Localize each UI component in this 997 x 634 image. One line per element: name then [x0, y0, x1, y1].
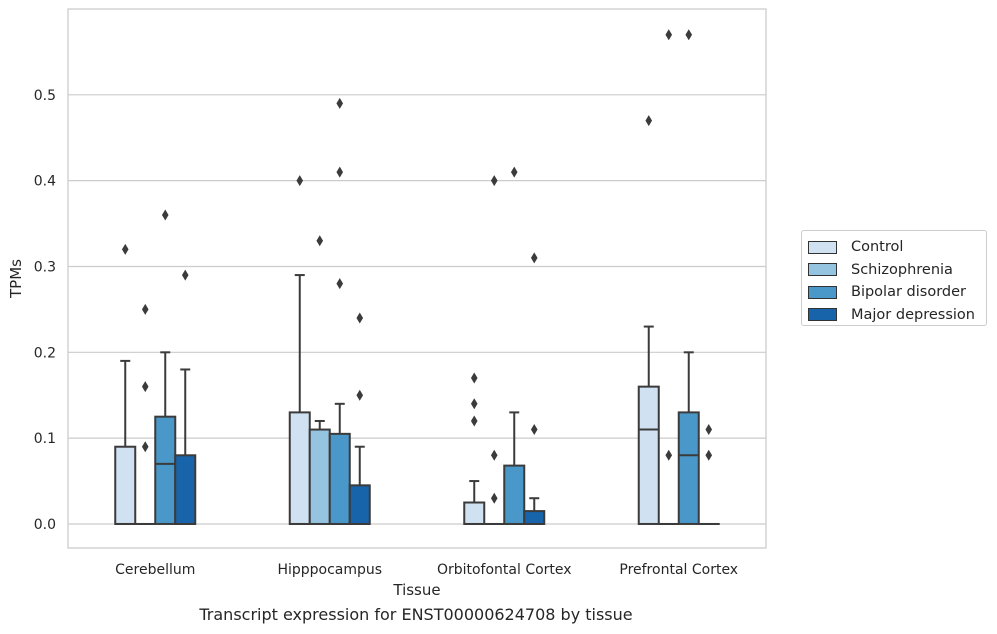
- box-body: [677, 411, 700, 525]
- box-schizophrenia: [483, 175, 506, 525]
- box-major-depression: [697, 424, 720, 525]
- box-body: [503, 464, 526, 525]
- box-major-depression: [174, 269, 197, 525]
- outlier-point: [665, 29, 673, 41]
- y-tick-label: 0.2: [34, 345, 56, 361]
- outlier-point: [336, 166, 344, 178]
- outlier-point: [470, 398, 478, 410]
- box-body: [328, 432, 351, 525]
- box-body: [637, 385, 660, 525]
- box-bipolar-disorder: [677, 29, 700, 525]
- outlier-point: [705, 424, 713, 436]
- legend-item: Major depression: [808, 304, 986, 327]
- outlier-point: [705, 449, 713, 461]
- legend-item: Control: [808, 236, 986, 259]
- legend-label: Schizophrenia: [851, 261, 953, 278]
- box-schizophrenia: [657, 29, 680, 525]
- box-bipolar-disorder: [154, 209, 177, 525]
- outlier-point: [490, 175, 498, 187]
- outlier-point: [161, 209, 169, 221]
- box-major-depression: [348, 312, 371, 525]
- box-bipolar-disorder: [503, 166, 526, 525]
- y-tick-label: 0.0: [34, 517, 56, 533]
- legend-swatch: [808, 240, 837, 254]
- box-body: [288, 411, 311, 525]
- outlier-point: [530, 252, 538, 264]
- box-schizophrenia: [308, 235, 331, 525]
- legend-swatch: [808, 308, 837, 322]
- outlier-point: [685, 29, 693, 41]
- box-major-depression: [523, 252, 546, 525]
- box-bipolar-disorder: [328, 97, 351, 525]
- box-series: [114, 29, 720, 525]
- outlier-point: [665, 449, 673, 461]
- y-tick-label: 0.3: [34, 259, 56, 275]
- box-control: [637, 115, 660, 525]
- box-body: [114, 445, 137, 525]
- legend: Control Schizophrenia Bipolar disorder Majo…: [801, 230, 987, 326]
- outlier-point: [530, 424, 538, 436]
- outlier-point: [356, 312, 364, 324]
- y-tick-label: 0.1: [34, 431, 56, 447]
- outlier-point: [141, 441, 149, 453]
- legend-label: Bipolar disorder: [851, 284, 966, 301]
- outlier-point: [645, 115, 653, 127]
- chart-caption: Transcript expression for ENST0000062470…: [199, 605, 633, 624]
- legend-swatch: [808, 285, 837, 299]
- outlier-point: [181, 269, 189, 281]
- y-tick-label: 0.5: [34, 88, 56, 104]
- x-axis-title: Tissue: [392, 581, 440, 599]
- legend-item: Bipolar disorder: [808, 281, 986, 304]
- outlier-point: [470, 372, 478, 384]
- box-body: [308, 428, 331, 525]
- box-body: [348, 484, 371, 525]
- outlier-point: [336, 97, 344, 109]
- outlier-point: [490, 449, 498, 461]
- outlier-point: [490, 492, 498, 504]
- outlier-point: [141, 303, 149, 315]
- outlier-point: [316, 235, 324, 247]
- outlier-point: [356, 389, 364, 401]
- box-schizophrenia: [134, 303, 157, 525]
- outlier-point: [121, 243, 129, 255]
- box-control: [288, 175, 311, 525]
- box-body: [463, 501, 486, 525]
- outlier-point: [296, 175, 304, 187]
- legend-label: Major depression: [851, 306, 975, 323]
- box-body: [523, 510, 546, 525]
- y-tick-label: 0.4: [34, 174, 56, 190]
- x-tick-label: Prefrontal Cortex: [619, 562, 738, 578]
- x-tick-labels: Cerebellum Hipppocampus Orbitofontal Corte…: [115, 562, 738, 578]
- x-tick-label: Cerebellum: [115, 562, 195, 578]
- y-tick-labels: 0.0 0.1 0.2 0.3 0.4 0.5: [34, 88, 56, 533]
- box-body: [174, 454, 197, 525]
- y-axis-title: TPMs: [7, 259, 25, 299]
- box-control: [463, 372, 486, 525]
- box-body: [154, 415, 177, 525]
- plot-frame: [67, 8, 767, 549]
- legend-swatch: [808, 263, 837, 277]
- box-control: [114, 243, 137, 525]
- outlier-point: [141, 381, 149, 393]
- legend-label: Control: [851, 239, 904, 256]
- outlier-point: [510, 166, 518, 178]
- x-tick-label: Orbitofontal Cortex: [437, 562, 572, 578]
- outlier-point: [336, 278, 344, 290]
- x-tick-label: Hipppocampus: [277, 562, 382, 578]
- legend-item: Schizophrenia: [808, 259, 986, 282]
- outlier-point: [470, 415, 478, 427]
